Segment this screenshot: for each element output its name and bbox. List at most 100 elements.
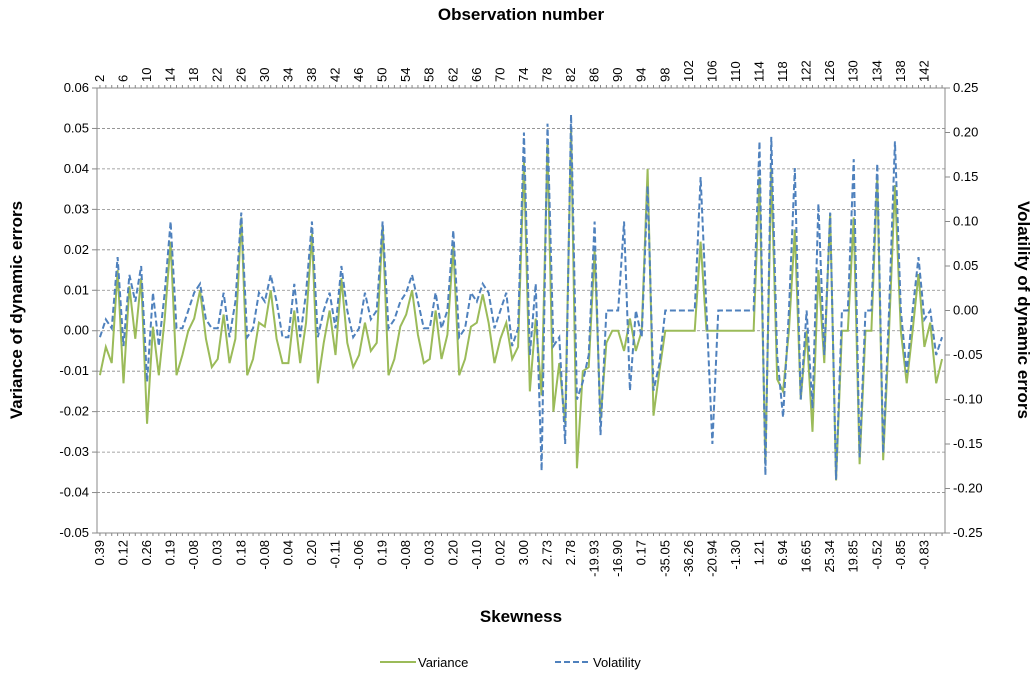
x2-tick-label: 54 bbox=[398, 68, 413, 82]
x-tick-label: 0.12 bbox=[116, 540, 131, 565]
x2-tick-label: 94 bbox=[634, 68, 649, 82]
x2-tick-label: 118 bbox=[775, 61, 790, 82]
x-tick-label: 19.85 bbox=[846, 540, 861, 573]
x-tick-label: -0.83 bbox=[916, 540, 931, 570]
x2-tick-label: 38 bbox=[304, 68, 319, 82]
y2-tick-label: 0.15 bbox=[953, 169, 978, 184]
x2-tick-label: 142 bbox=[916, 60, 931, 82]
x2-tick-label: 58 bbox=[422, 68, 437, 82]
y2-tick-label: -0.25 bbox=[953, 525, 983, 540]
x-tick-label: -0.85 bbox=[893, 540, 908, 570]
y2-tick-label: -0.15 bbox=[953, 436, 983, 451]
y-tick-label: -0.05 bbox=[59, 525, 89, 540]
y-axis-title: Variance of dynamic errors bbox=[7, 201, 26, 419]
x2-tick-label: 10 bbox=[139, 68, 154, 82]
y2-tick-label: 0.05 bbox=[953, 258, 978, 273]
x2-tick-label: 70 bbox=[492, 68, 507, 82]
x2-tick-label: 42 bbox=[328, 68, 343, 82]
x2-tick-label: 46 bbox=[351, 68, 366, 82]
x2-tick-label: 74 bbox=[516, 68, 531, 82]
y-tick-label: 0.03 bbox=[64, 201, 89, 216]
y2-tick-label: -0.10 bbox=[953, 392, 983, 407]
y2-tick-label: -0.05 bbox=[953, 347, 983, 362]
x-tick-label: -1.30 bbox=[728, 540, 743, 570]
x-tick-label: 25.34 bbox=[822, 540, 837, 573]
y2-tick-label: 0.00 bbox=[953, 303, 978, 318]
x-tick-label: -35.05 bbox=[657, 540, 672, 577]
x-tick-label: 1.21 bbox=[752, 540, 767, 565]
x2-tick-label: 138 bbox=[893, 60, 908, 82]
x2-tick-label: 106 bbox=[704, 60, 719, 82]
x-tick-label: 6.94 bbox=[775, 540, 790, 565]
y-tick-label: -0.01 bbox=[59, 363, 89, 378]
x2-tick-label: 34 bbox=[280, 68, 295, 82]
x-tick-label: 0.19 bbox=[163, 540, 178, 565]
x2-tick-label: 14 bbox=[163, 68, 178, 82]
x-tick-label: 0.39 bbox=[92, 540, 107, 565]
x2-tick-label: 90 bbox=[610, 68, 625, 82]
x-tick-label: -36.26 bbox=[681, 540, 696, 577]
x-tick-label: -0.52 bbox=[869, 540, 884, 570]
x2-tick-label: 22 bbox=[210, 68, 225, 82]
x2-tick-label: 134 bbox=[869, 60, 884, 82]
x2-tick-label: 78 bbox=[540, 68, 555, 82]
x2-tick-label: 26 bbox=[233, 68, 248, 82]
x-tick-label: -19.93 bbox=[587, 540, 602, 577]
x-axis-title: Skewness bbox=[480, 607, 562, 626]
y-tick-label: -0.02 bbox=[59, 404, 89, 419]
y2-tick-label: -0.20 bbox=[953, 481, 983, 496]
x-tick-label: 0.03 bbox=[422, 540, 437, 565]
y2-axis-title: Volatility of dynamic errors bbox=[1014, 201, 1033, 419]
x2-tick-label: 102 bbox=[681, 60, 696, 82]
x-tick-label: -0.06 bbox=[351, 540, 366, 570]
y-tick-label: 0.00 bbox=[64, 323, 89, 338]
x-tick-label: 0.20 bbox=[304, 540, 319, 565]
x-tick-label: -0.08 bbox=[257, 540, 272, 570]
x-tick-label: -0.11 bbox=[328, 540, 343, 569]
x2-tick-label: 30 bbox=[257, 68, 272, 82]
x2-tick-label: 110 bbox=[728, 61, 743, 82]
y-tick-label: -0.04 bbox=[59, 485, 89, 500]
x2-tick-label: 114 bbox=[752, 61, 767, 82]
x-tick-label: 2.73 bbox=[540, 540, 555, 565]
y-tick-label: 0.04 bbox=[64, 161, 89, 176]
y-tick-label: 0.05 bbox=[64, 120, 89, 135]
y2-tick-label: 0.25 bbox=[953, 80, 978, 95]
chart-title: Observation number bbox=[438, 5, 605, 24]
x2-tick-label: 86 bbox=[587, 68, 602, 82]
x2-tick-label: 62 bbox=[445, 68, 460, 82]
x-tick-label: -0.08 bbox=[398, 540, 413, 570]
x2-tick-label: 50 bbox=[375, 68, 390, 82]
legend-label: Volatility bbox=[593, 655, 641, 670]
x-tick-label: 0.04 bbox=[280, 540, 295, 565]
x2-tick-label: 6 bbox=[116, 75, 131, 82]
x2-tick-label: 130 bbox=[846, 60, 861, 82]
x-tick-label: -20.94 bbox=[704, 540, 719, 577]
x-tick-label: 0.20 bbox=[445, 540, 460, 565]
x-tick-label: 3.00 bbox=[516, 540, 531, 565]
series-line bbox=[98, 114, 944, 480]
legend-label: Variance bbox=[418, 655, 468, 670]
x-tick-label: 0.03 bbox=[210, 540, 225, 565]
x-tick-label: -0.08 bbox=[186, 540, 201, 570]
x2-tick-label: 122 bbox=[799, 60, 814, 82]
x2-tick-label: 98 bbox=[657, 68, 672, 82]
x2-tick-label: 126 bbox=[822, 60, 837, 82]
y-tick-label: -0.03 bbox=[59, 444, 89, 459]
x-tick-label: -16.90 bbox=[610, 540, 625, 577]
x-tick-label: 0.18 bbox=[233, 540, 248, 565]
y2-tick-label: 0.20 bbox=[953, 125, 978, 140]
x-tick-label: 0.19 bbox=[375, 540, 390, 565]
x2-tick-label: 66 bbox=[469, 68, 484, 82]
x2-tick-label: 2 bbox=[92, 75, 107, 82]
x-tick-label: 0.26 bbox=[139, 540, 154, 565]
x-tick-label: 16.65 bbox=[799, 540, 814, 573]
y2-tick-label: 0.10 bbox=[953, 214, 978, 229]
x2-tick-label: 82 bbox=[563, 68, 578, 82]
y-tick-label: 0.02 bbox=[64, 242, 89, 257]
x-tick-label: 2.78 bbox=[563, 540, 578, 565]
y-tick-label: 0.06 bbox=[64, 80, 89, 95]
x2-tick-label: 18 bbox=[186, 68, 201, 82]
